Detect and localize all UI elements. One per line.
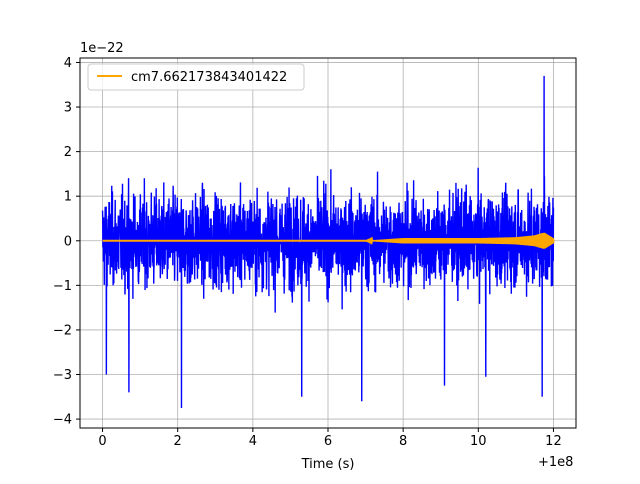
y-tick-label: −4 bbox=[53, 413, 72, 428]
y-tick-label: −3 bbox=[53, 368, 72, 383]
x-tick-label: 0 bbox=[98, 434, 106, 449]
x-tick-label: 4 bbox=[249, 434, 257, 449]
legend-label: cm7.662173843401422 bbox=[131, 70, 287, 85]
x-tick-label: 12 bbox=[545, 434, 562, 449]
y-tick-label: 3 bbox=[64, 101, 72, 116]
series-noise-line bbox=[101, 75, 555, 408]
x-tick-label: 6 bbox=[324, 434, 332, 449]
x-tick-label: 10 bbox=[470, 434, 487, 449]
plot-area bbox=[101, 75, 555, 408]
x-tick-label: 2 bbox=[174, 434, 182, 449]
series-chirp-line bbox=[102, 232, 555, 249]
y-tick-label: 0 bbox=[64, 234, 72, 249]
y-tick-label: −1 bbox=[53, 279, 72, 294]
y-tick-label: 1 bbox=[64, 190, 72, 205]
y-offset-label: 1e−22 bbox=[80, 41, 124, 56]
legend: cm7.662173843401422 bbox=[87, 63, 305, 91]
y-tick-label: 2 bbox=[64, 145, 72, 160]
y-tick-label: −2 bbox=[53, 323, 72, 338]
x-offset-label: +1e8 bbox=[538, 455, 573, 470]
x-axis-label: Time (s) bbox=[301, 457, 355, 472]
x-tick-label: 8 bbox=[399, 434, 407, 449]
legend-box bbox=[87, 63, 305, 91]
y-tick-label: 4 bbox=[64, 56, 72, 71]
